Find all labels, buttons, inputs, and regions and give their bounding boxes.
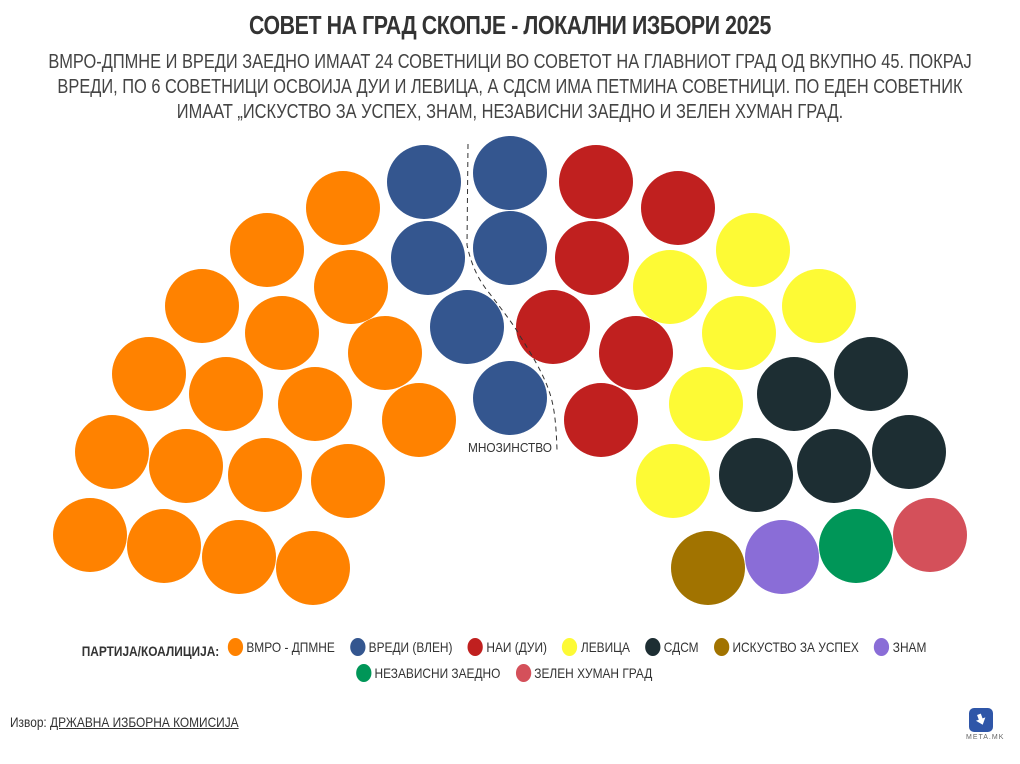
seat-circle [149, 429, 223, 503]
seat-circle [872, 415, 946, 489]
legend-item-znam: ЗНАМ [874, 636, 926, 658]
seat-circle [311, 444, 385, 518]
seat-circle [893, 498, 967, 572]
source-link[interactable]: ДРЖАВНА ИЗБОРНА КОМИСИЈА [50, 714, 239, 730]
seat-circle [669, 367, 743, 441]
legend-item-levica: ЛЕВИЦА [562, 636, 630, 658]
legend-dot-icon [874, 638, 890, 656]
legend-label: ЗЕЛЕН ХУМАН ГРАД [534, 665, 653, 681]
seat-circle [641, 171, 715, 245]
legend-dot-icon [515, 664, 531, 682]
legend-dot-icon [645, 638, 661, 656]
seat-circle [473, 361, 547, 435]
seat-circle [757, 357, 831, 431]
legend-label: СДСМ [663, 639, 699, 655]
seat-circle [382, 383, 456, 457]
seat-circle [430, 290, 504, 364]
seat-circle [230, 213, 304, 287]
legend-label: ЗНАМ [892, 639, 927, 655]
parliament-chart: МНОЗИНСТВО [53, 136, 967, 605]
legend-dot-icon [349, 638, 366, 656]
legend-label: ИСКУСТВО ЗА УСПЕХ [732, 639, 859, 655]
legend-dot-icon [467, 638, 483, 656]
legend-label: НАИ (ДУИ) [486, 639, 548, 655]
legend-dot-icon [227, 638, 243, 656]
seat-circle [555, 221, 629, 295]
legend-item-vredi: ВРЕДИ (ВЛЕН) [349, 636, 453, 658]
seat-circle [189, 357, 263, 431]
chart-title: СОВЕТ НА ГРАД СКОПЈЕ - ЛОКАЛНИ ИЗБОРИ 20… [249, 10, 771, 40]
seat-circle [165, 269, 239, 343]
seat-circle [314, 250, 388, 324]
meta-logo[interactable]: META.MK [966, 708, 1005, 741]
logo-text: META.MK [966, 734, 1005, 741]
seat-circle [387, 145, 461, 219]
seat-circle [127, 509, 201, 583]
legend: ПАРТИЈА/КОАЛИЦИЈА: ВМРО - ДПМНЕ ВРЕДИ (В… [0, 636, 1020, 688]
legend-item-vmro: ВМРО - ДПМНЕ [227, 636, 335, 658]
seat-circle [75, 415, 149, 489]
seat-circle [819, 509, 893, 583]
legend-item-iskustvo: ИСКУСТВО ЗА УСПЕХ [713, 636, 859, 658]
legend-item-zelen: ЗЕЛЕН ХУМАН ГРАД [515, 662, 653, 684]
seat-circle [719, 438, 793, 512]
seat-circle [245, 296, 319, 370]
legend-item-nai: НАИ (ДУИ) [467, 636, 548, 658]
seat-circle [797, 429, 871, 503]
seat-group [53, 136, 967, 605]
seat-circle [671, 531, 745, 605]
seat-circle [716, 213, 790, 287]
legend-dot-icon [562, 638, 578, 656]
seat-circle [636, 444, 710, 518]
seat-circle [599, 316, 673, 390]
source-prefix: Извор: [10, 714, 47, 730]
legend-dot-icon [713, 638, 730, 656]
seat-circle [516, 290, 590, 364]
majority-line [466, 143, 558, 451]
source-credit: Извор: ДРЖАВНА ИЗБОРНА КОМИСИЈА [10, 714, 239, 730]
legend-label: ВРЕДИ (ВЛЕН) [368, 639, 453, 655]
legend-item-nezavisni: НЕЗАВИСНИ ЗАЕДНО [355, 662, 501, 684]
logo-arrow-icon [969, 708, 993, 732]
seat-circle [564, 383, 638, 457]
legend-label: НЕЗАВИСНИ ЗАЕДНО [374, 665, 501, 681]
seat-circle [834, 337, 908, 411]
seat-circle [276, 531, 350, 605]
seat-circle [228, 438, 302, 512]
seat-circle [112, 337, 186, 411]
seat-circle [53, 498, 127, 572]
legend-label: ЛЕВИЦА [580, 639, 630, 655]
seat-circle [202, 520, 276, 594]
seat-circle [559, 145, 633, 219]
legend-dot-icon [355, 664, 372, 682]
seat-circle [633, 250, 707, 324]
seat-circle [702, 296, 776, 370]
seat-circle [473, 136, 547, 210]
seat-circle [278, 367, 352, 441]
seat-circle [348, 316, 422, 390]
seat-circle [391, 221, 465, 295]
seat-circle [473, 211, 547, 285]
legend-title: ПАРТИЈА/КОАЛИЦИЈА: [81, 643, 220, 659]
seat-circle [745, 520, 819, 594]
majority-label: МНОЗИНСТВО [468, 440, 552, 455]
chart-subtitle: ВМРО-ДПМНЕ И ВРЕДИ ЗАЕДНО ИМААТ 24 СОВЕТ… [48, 51, 972, 123]
legend-item-sdsm: СДСМ [645, 636, 699, 658]
legend-label: ВМРО - ДПМНЕ [246, 639, 335, 655]
seat-circle [782, 269, 856, 343]
seat-circle [306, 171, 380, 245]
